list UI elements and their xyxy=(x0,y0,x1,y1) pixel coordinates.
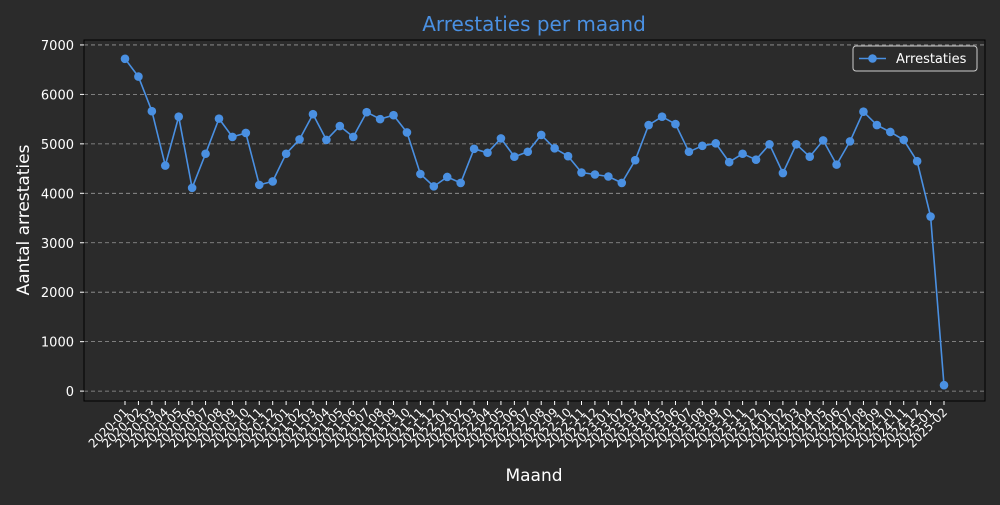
data-point xyxy=(483,148,492,158)
legend-marker-swatch xyxy=(868,54,877,63)
legend-label: Arrestaties xyxy=(896,52,967,67)
data-point xyxy=(899,135,909,145)
data-point xyxy=(644,120,653,130)
data-point xyxy=(416,169,425,179)
data-point xyxy=(322,135,331,145)
data-point xyxy=(724,157,734,167)
y-tick-label: 5000 xyxy=(41,138,74,153)
data-point xyxy=(241,128,251,138)
data-point xyxy=(201,149,210,159)
data-point xyxy=(778,168,788,178)
data-point xyxy=(832,160,841,169)
y-tick-label: 4000 xyxy=(41,187,74,202)
data-point xyxy=(174,112,184,121)
data-point xyxy=(375,114,385,124)
data-point xyxy=(160,161,170,170)
data-point xyxy=(912,156,922,166)
data-point xyxy=(818,136,828,145)
data-point xyxy=(362,107,371,117)
data-point xyxy=(147,106,157,116)
data-point xyxy=(872,120,882,130)
chart-title: Arrestaties per maand xyxy=(422,12,646,36)
y-axis-label: Aantal arrestaties xyxy=(14,144,34,295)
y-tick-label: 3000 xyxy=(41,237,74,252)
data-point xyxy=(228,132,237,142)
data-point xyxy=(698,141,707,151)
data-point xyxy=(268,177,277,186)
data-point xyxy=(765,140,774,149)
data-point xyxy=(630,155,640,165)
data-point xyxy=(469,144,479,154)
data-point xyxy=(711,139,721,148)
data-point xyxy=(657,112,667,121)
legend: Arrestaties xyxy=(852,45,978,72)
y-tick-label: 2000 xyxy=(41,286,74,301)
data-point xyxy=(563,151,573,161)
data-point xyxy=(536,130,546,140)
data-point xyxy=(590,170,600,179)
data-point xyxy=(885,127,895,137)
data-point xyxy=(604,172,613,181)
y-tick-label: 6000 xyxy=(41,88,74,103)
data-point xyxy=(402,128,412,137)
data-point xyxy=(751,155,761,164)
data-point xyxy=(792,140,801,149)
data-point xyxy=(845,137,855,146)
data-point xyxy=(926,212,935,221)
data-point xyxy=(429,182,439,191)
y-axis-ticks: 0 1000 2000 3000 4000 5000 6000 7000 xyxy=(41,39,84,400)
data-point xyxy=(456,178,465,188)
data-point xyxy=(577,168,586,177)
y-tick-label: 0 xyxy=(66,385,74,400)
data-point xyxy=(389,110,398,120)
data-point xyxy=(120,54,130,64)
data-point xyxy=(617,178,627,188)
data-point xyxy=(348,132,358,142)
data-point xyxy=(523,147,533,157)
x-axis-label: Maand xyxy=(505,466,562,486)
plot-frame xyxy=(83,39,986,402)
data-point xyxy=(738,149,747,159)
data-point xyxy=(281,149,291,159)
data-point xyxy=(684,147,694,157)
legend-box xyxy=(852,45,978,72)
data-point xyxy=(805,152,815,162)
data-point xyxy=(510,152,519,162)
data-point xyxy=(859,107,868,117)
series-points-layer xyxy=(120,54,949,390)
data-point xyxy=(134,72,143,81)
data-point xyxy=(187,183,197,193)
data-point xyxy=(496,134,506,143)
data-point xyxy=(254,180,264,190)
data-point xyxy=(335,121,345,131)
y-tick-label: 7000 xyxy=(41,39,74,54)
data-point xyxy=(308,109,318,119)
data-point xyxy=(214,114,224,123)
data-point xyxy=(671,119,680,129)
y-tick-label: 1000 xyxy=(41,336,74,351)
data-point xyxy=(550,144,559,153)
data-point xyxy=(442,172,452,182)
data-point xyxy=(939,380,949,390)
data-point xyxy=(295,135,304,144)
